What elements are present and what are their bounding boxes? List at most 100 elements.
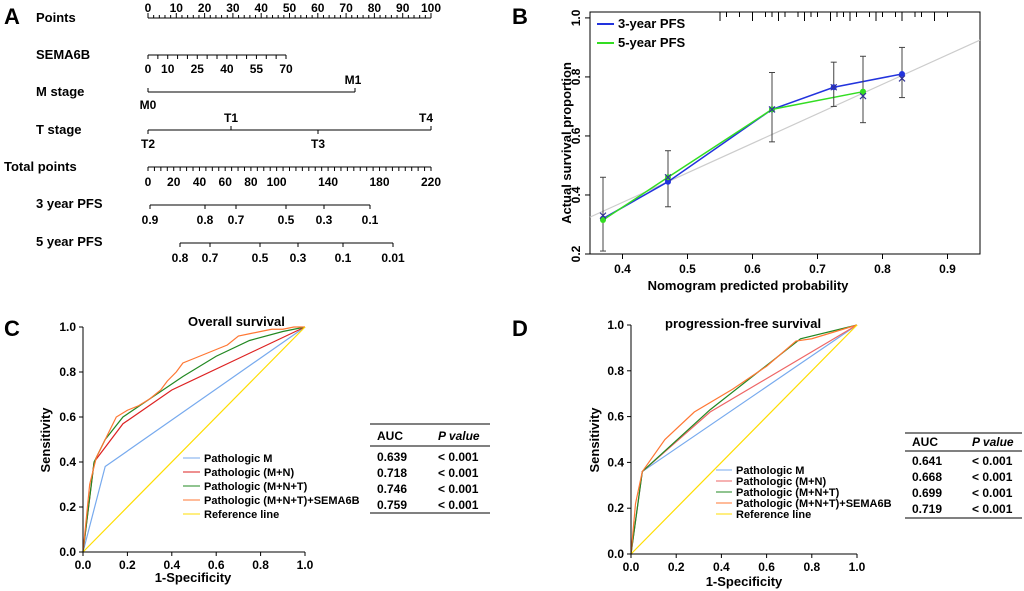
table-header: P value	[438, 429, 480, 443]
table-cell: 0.668	[912, 470, 942, 484]
legend-item: Pathologic (M+N+T)	[736, 487, 840, 499]
total-tick: 140	[318, 175, 338, 189]
points-tick: 10	[170, 1, 184, 15]
points-tick: 80	[368, 1, 382, 15]
sema6b-tick: 0	[145, 62, 152, 76]
observed-cross	[898, 74, 906, 82]
x-tick-label: 0.2	[119, 558, 136, 572]
x-tick-label: 0.0	[623, 560, 640, 574]
y-tick-label: 0.8	[607, 364, 624, 378]
y-tick-label: 0.2	[569, 245, 583, 262]
5yr-pfs-tick: 0.1	[335, 251, 352, 265]
points-tick: 30	[226, 1, 240, 15]
y-tick-label: 0.2	[607, 501, 624, 515]
y-axis-label: Actual survival proportion	[559, 62, 574, 224]
x-tick-label: 0.7	[809, 262, 826, 276]
sema6b-tick: 10	[161, 62, 175, 76]
sema6b-tick: 55	[250, 62, 264, 76]
5yr-pfs-tick: 0.5	[252, 251, 269, 265]
3yr-pfs-tick: 0.7	[228, 213, 245, 227]
data-point-5yr	[860, 88, 866, 95]
table-header: AUC	[912, 435, 938, 449]
y-tick-label: 1.0	[607, 318, 624, 332]
observed-cross	[859, 92, 867, 100]
total-tick: 20	[167, 175, 181, 189]
roc-lines	[82, 326, 306, 553]
3yr-pfs-tick: 0.8	[197, 213, 214, 227]
total-tick: 180	[369, 175, 389, 189]
roc-curve	[630, 324, 858, 555]
reference-line-group	[589, 39, 981, 218]
x-axis-label: 1-Specificity	[706, 574, 783, 589]
points-tick: 70	[339, 1, 353, 15]
panel-label-b: B	[512, 4, 528, 29]
t-stage-tick: T4	[419, 111, 433, 125]
x-tick-label: 0.6	[208, 558, 225, 572]
table-cell: < 0.001	[972, 454, 1013, 468]
sema6b-tick: 40	[220, 62, 234, 76]
total-tick: 40	[193, 175, 207, 189]
axes-group: 0.00.0 0.2 0.2 0.4 0.4 0.6 0.6 0.8 0.8 1.0 1.0	[607, 318, 865, 574]
x-tick-label: 0.4	[163, 558, 180, 572]
3yr-pfs-tick: 0.5	[278, 213, 295, 227]
legend-item: Pathologic (M+N)	[204, 467, 294, 479]
chart-title: progression-free survival	[665, 316, 821, 331]
y-tick-label: 0.8	[569, 68, 583, 85]
rug-ticks	[719, 12, 948, 21]
y-tick-label: 0.8	[59, 365, 76, 379]
y-tick-label: 0.2	[59, 500, 76, 514]
roc-curve	[82, 326, 306, 553]
row-label-points: Points	[36, 10, 76, 25]
total-tick: 80	[244, 175, 258, 189]
points-tick: 90	[396, 1, 410, 15]
row-label-sema6b: SEMA6B	[36, 47, 90, 62]
observed-cross	[768, 105, 776, 113]
table-cell: < 0.001	[972, 502, 1013, 516]
legend-5yr: 5-year PFS	[618, 35, 686, 50]
observed-cross	[599, 212, 607, 220]
data-point-3yr	[899, 70, 905, 77]
data-point-5yr	[600, 217, 606, 224]
5yr-pfs-tick: 0.3	[290, 251, 307, 265]
total-tick: 100	[267, 175, 287, 189]
y-tick-label: 0.4	[59, 455, 76, 469]
row-label-t-stage: T stage	[36, 122, 82, 137]
points-tick: 100	[421, 1, 441, 15]
row-label-total-points: Total points	[4, 159, 77, 174]
y-tick-label: 0.6	[607, 410, 624, 424]
legend-item: Pathologic M	[204, 453, 272, 465]
legend-item: Pathologic (M+N+T)	[204, 481, 308, 493]
points-tick: 50	[283, 1, 297, 15]
series-group	[599, 46, 906, 252]
table-cell: 0.718	[377, 466, 407, 480]
total-tick: 0	[145, 175, 152, 189]
roc-curve	[82, 326, 306, 553]
sema6b-minor-ticks	[147, 55, 287, 59]
y-tick-label: 0.6	[569, 127, 583, 144]
roc-curve	[630, 324, 858, 555]
sema6b-tick: 25	[191, 62, 205, 76]
3yr-pfs-tick: 0.9	[142, 213, 159, 227]
legend-item: Pathologic (M+N+T)+SEMA6B	[736, 498, 892, 510]
table-cell: 0.641	[912, 454, 942, 468]
row-label-m-stage: M stage	[36, 84, 84, 99]
t-stage-tick: T1	[224, 111, 238, 125]
calibration-plot: 0.4 0.5 0.6 0.7 0.8 0.9 0.2 0.4 0.6 0.8 1.0 Nomogr…	[559, 9, 981, 293]
m-stage-tick: M0	[140, 98, 157, 112]
points-tick: 20	[198, 1, 212, 15]
table-cell: 0.639	[377, 450, 407, 464]
table-header: AUC	[377, 429, 403, 443]
x-tick-label: 1.0	[297, 558, 314, 572]
panel-label-d: D	[512, 316, 528, 341]
points-tick: 0	[145, 1, 152, 15]
legend-item: Pathologic (M+N)	[736, 476, 826, 488]
5yr-pfs-tick: 0.8	[172, 251, 189, 265]
y-tick-label: 0.0	[607, 547, 624, 561]
y-tick-label: 0.4	[569, 186, 583, 203]
x-tick-label: 0.8	[803, 560, 820, 574]
legend-item: Pathologic M	[736, 465, 804, 477]
roc-curve	[82, 326, 305, 553]
x-tick-label: 0.5	[679, 262, 696, 276]
y-axis-label: Sensitivity	[587, 407, 602, 473]
